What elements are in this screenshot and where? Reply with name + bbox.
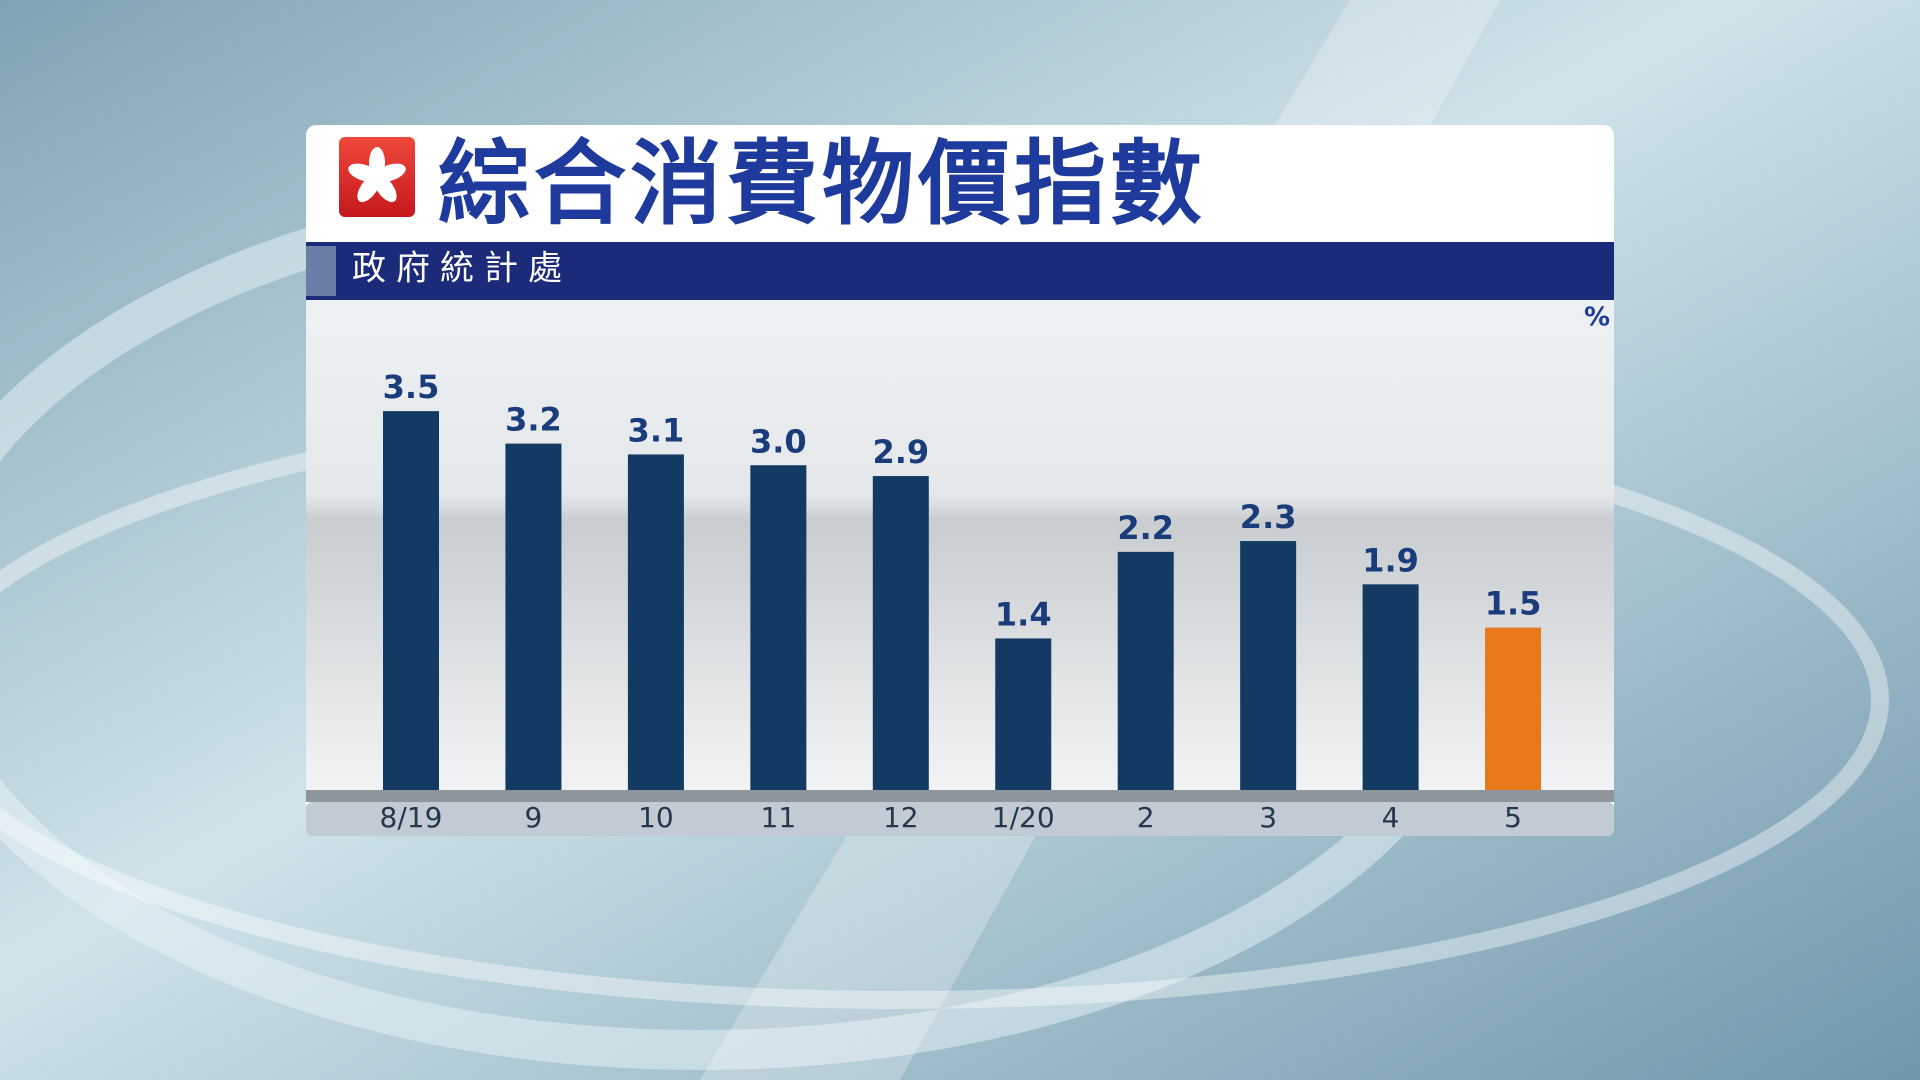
x-tick-label: 5: [1504, 801, 1522, 834]
x-tick-label: 8/19: [380, 801, 443, 834]
bar: [872, 476, 929, 790]
value-label: 3.5: [383, 368, 440, 406]
x-tick-label: 3: [1259, 801, 1277, 834]
x-tick-label: 2: [1137, 801, 1155, 834]
bar: [1117, 551, 1174, 790]
bar: [995, 638, 1052, 790]
bar: [1362, 584, 1419, 790]
bar: [750, 465, 807, 790]
value-label: 1.5: [1485, 585, 1542, 623]
x-tick-label: 10: [638, 801, 674, 834]
x-tick-label: 12: [883, 801, 919, 834]
bar: [383, 411, 439, 790]
bar: [505, 443, 562, 790]
x-tick-label: 9: [525, 801, 543, 834]
unit-label: %: [1584, 303, 1610, 333]
value-label: 2.3: [1240, 498, 1297, 536]
x-tick-label: 4: [1382, 801, 1400, 834]
value-label: 3.2: [505, 401, 562, 439]
value-label: 1.4: [995, 595, 1052, 633]
axis-band: [306, 802, 1614, 836]
value-label: 2.2: [1117, 509, 1174, 547]
bar: [1485, 627, 1542, 790]
bar: [1240, 541, 1297, 790]
subtitle-band: [306, 242, 1614, 300]
chart-subtitle: 政府統計處: [352, 249, 572, 289]
x-tick-label: 1/20: [992, 801, 1055, 834]
band-accent: [306, 246, 336, 296]
x-tick-label: 11: [761, 801, 797, 834]
value-label: 1.9: [1362, 541, 1419, 579]
bar: [627, 454, 684, 790]
value-label: 2.9: [872, 433, 929, 471]
axis-bar: [306, 790, 1614, 802]
bauhinia: [348, 147, 406, 203]
value-label: 3.1: [628, 411, 685, 449]
chart-title: 綜合消費物價指數: [438, 130, 1206, 237]
value-label: 3.0: [750, 422, 807, 460]
